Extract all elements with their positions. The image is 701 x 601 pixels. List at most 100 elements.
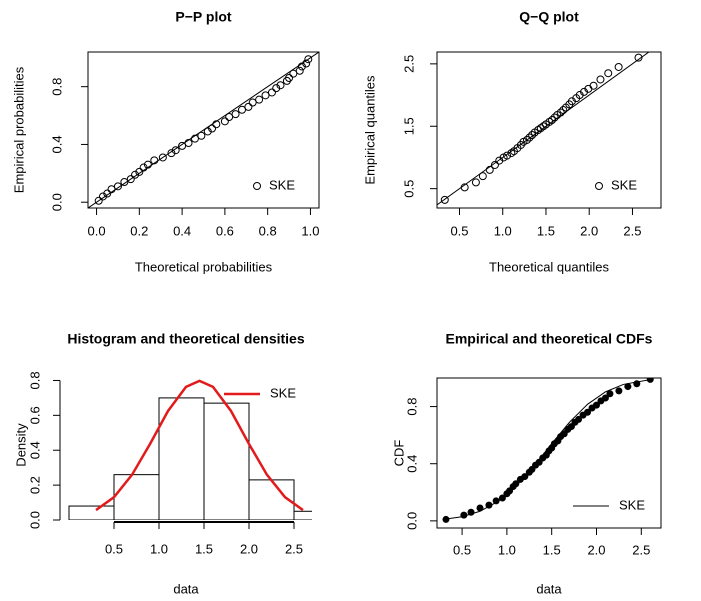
point	[203, 127, 212, 136]
point	[255, 95, 264, 104]
point	[536, 124, 545, 133]
x-tick-label: 1.0	[494, 223, 512, 238]
legend-label: SKE	[619, 497, 645, 512]
point	[302, 59, 311, 68]
y-tick-label: 0.4	[49, 135, 64, 153]
y-axis-label: CDF	[391, 440, 406, 467]
point	[589, 81, 598, 90]
bar	[68, 505, 115, 520]
y-tick-label: 1.5	[401, 117, 416, 135]
point	[478, 172, 487, 181]
legend-label: SKE	[270, 385, 296, 400]
x-tick-label: 2.5	[623, 223, 641, 238]
x-tick-label: 2.0	[587, 542, 605, 557]
point	[158, 153, 167, 162]
point	[190, 134, 199, 143]
point	[614, 62, 623, 71]
x-tick-label: 2.0	[240, 541, 258, 556]
y-axis-label: Density	[13, 423, 28, 467]
point	[139, 163, 148, 172]
x-tick-label: 0.8	[259, 223, 277, 238]
point	[624, 383, 632, 391]
point	[601, 394, 609, 402]
point	[150, 156, 159, 165]
point	[126, 175, 135, 184]
x-tick-label: 0.6	[216, 223, 234, 238]
point	[498, 494, 506, 502]
y-tick-label: 0.8	[49, 78, 64, 96]
bar	[293, 510, 312, 520]
point	[467, 508, 475, 516]
x-tick-label: 1.0	[301, 223, 319, 238]
plot-area	[68, 379, 312, 520]
point	[476, 504, 484, 512]
plot-area	[442, 378, 654, 523]
panel: Empirical and theoretical CDFs data CDF 0.5…	[391, 331, 662, 596]
y-tick-label: 0.4	[404, 455, 419, 473]
y-axis-label: Empirical probabilities	[11, 66, 26, 193]
panel-title: Q−Q plot	[519, 9, 579, 25]
x-tick-label: 0.5	[105, 541, 123, 556]
legend-symbol	[253, 182, 261, 190]
x-tick-label: 2.5	[632, 542, 650, 557]
point	[167, 149, 176, 158]
y-tick-label: 2.5	[401, 55, 416, 73]
y-tick-label: 0.4	[27, 441, 42, 459]
point	[604, 69, 613, 78]
legend-symbol	[595, 182, 603, 190]
point	[231, 110, 240, 119]
point	[522, 135, 531, 144]
point	[267, 88, 276, 97]
point	[244, 102, 253, 111]
point	[507, 149, 516, 158]
panel-title: Empirical and theoretical CDFs	[446, 331, 653, 347]
y-tick-label: 0.8	[404, 398, 419, 416]
point	[184, 139, 193, 147]
y-axis-label: Empirical quantiles	[362, 75, 377, 185]
panel-title: P−P plot	[175, 9, 231, 25]
point	[289, 69, 298, 78]
point	[460, 511, 468, 519]
x-tick-label: 1.5	[543, 542, 561, 557]
point	[248, 98, 257, 107]
point	[98, 192, 107, 201]
point	[485, 165, 494, 174]
point	[592, 401, 600, 409]
point	[584, 408, 592, 416]
point	[512, 480, 520, 488]
point	[208, 124, 217, 133]
x-tick-label: 2.0	[580, 223, 598, 238]
point	[285, 74, 294, 82]
point	[238, 105, 246, 114]
point	[143, 160, 152, 169]
point	[521, 473, 529, 481]
legend-label: SKE	[269, 177, 295, 192]
y-tick-label: 0.6	[27, 406, 42, 424]
x-tick-label: 1.0	[150, 541, 168, 556]
x-tick-label: 0.5	[450, 223, 468, 238]
point	[178, 141, 187, 150]
point	[272, 84, 281, 93]
plot-area	[88, 52, 319, 208]
point	[440, 195, 449, 204]
x-tick-label: 0.0	[88, 223, 106, 238]
point	[295, 66, 304, 75]
bar	[158, 397, 205, 520]
point	[485, 501, 493, 509]
panel: Q−Q plot Theoretical quantiles Empirical q…	[362, 9, 662, 274]
point	[646, 378, 654, 383]
point	[460, 183, 469, 192]
y-tick-label: 0.2	[27, 476, 42, 494]
point	[548, 116, 557, 125]
point	[634, 53, 643, 62]
point	[276, 81, 285, 90]
x-tick-label: 0.5	[453, 542, 471, 557]
x-tick-label: 1.5	[195, 541, 213, 556]
point	[297, 62, 306, 71]
point	[596, 75, 605, 84]
x-tick-label: 1.5	[537, 223, 555, 238]
legend-label: SKE	[611, 177, 637, 192]
point	[94, 196, 103, 205]
point	[442, 515, 450, 523]
